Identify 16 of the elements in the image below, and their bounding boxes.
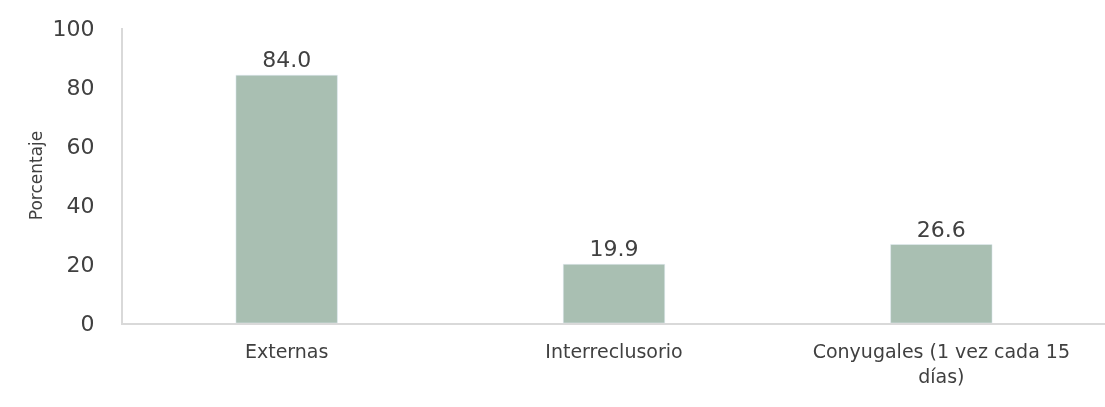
- x-tick-label: Externas: [244, 339, 329, 362]
- y-tick-label: 80: [66, 74, 95, 100]
- y-tick-label: 60: [66, 133, 95, 159]
- x-tick-label: Interreclusorio: [545, 339, 683, 362]
- data-label: 84.0: [262, 47, 312, 73]
- data-label: 26.6: [916, 216, 966, 242]
- bar: [235, 74, 338, 323]
- y-tick-label: 20: [66, 251, 95, 277]
- y-axis-title: Porcentaje: [25, 130, 46, 221]
- bar: [890, 244, 993, 323]
- y-tick-label: 100: [52, 15, 95, 41]
- y-tick-label: 40: [66, 192, 95, 218]
- bar: [563, 264, 665, 323]
- x-tick-label: Conyugales (1 vez cada 15 días): [812, 339, 1070, 387]
- y-tick-label: 0: [80, 310, 95, 336]
- data-label: 19.9: [589, 236, 639, 262]
